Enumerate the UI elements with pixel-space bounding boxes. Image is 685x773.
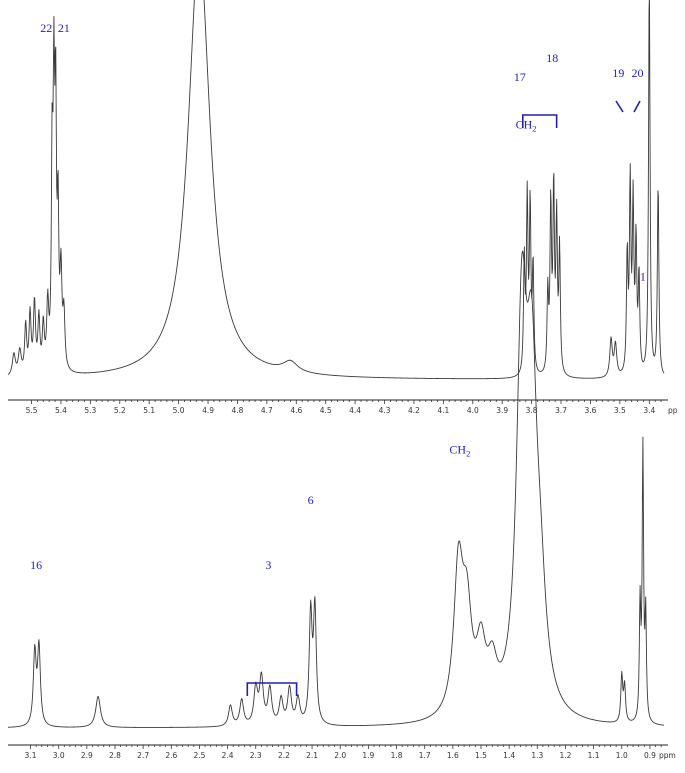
x-tick-label: 2.9	[81, 751, 93, 760]
x-tick-label: 5.5	[26, 406, 38, 415]
peak-annotation: 6	[308, 493, 314, 507]
x-tick-label: 1.4	[503, 751, 515, 760]
x-tick-label: 4.4	[349, 406, 361, 415]
multiplet-bracket	[246, 682, 298, 696]
x-tick-label: 4.0	[467, 406, 479, 415]
x-tick-label: 2.6	[165, 751, 177, 760]
x-tick-label: 4.2	[408, 406, 420, 415]
pointer-19	[615, 100, 624, 113]
x-tick-label: 5.2	[114, 406, 126, 415]
x-tick-label: 1.1	[588, 751, 600, 760]
peak-annotation: 19	[612, 66, 624, 80]
x-tick-label: 3.6	[584, 406, 596, 415]
x-tick-label: 5.3	[84, 406, 96, 415]
peak-annotation: CH2	[449, 443, 470, 459]
x-tick-label: 4.1	[437, 406, 449, 415]
x-tick-label: 3.0	[53, 751, 65, 760]
x-tick-label: 2.8	[109, 751, 121, 760]
pointer-20	[633, 100, 641, 113]
x-tick-label: 2.4	[222, 751, 234, 760]
x-tick-label: 2.7	[137, 751, 149, 760]
x-tick-label: 1.0	[616, 751, 628, 760]
x-tick-label: 5.1	[143, 406, 155, 415]
peak-annotation: 16	[30, 558, 42, 572]
x-unit-label: pp	[668, 406, 678, 415]
peak-annotation: 3	[265, 558, 271, 572]
x-tick-label: 1.3	[531, 751, 543, 760]
x-tick-label: 2.0	[334, 751, 346, 760]
peak-annotation: 17	[514, 70, 526, 84]
x-tick-label: 4.3	[379, 406, 391, 415]
peak-annotation: 1	[640, 269, 646, 283]
x-tick-label: 1.9	[362, 751, 374, 760]
x-tick-label: 3.8	[526, 406, 538, 415]
peak-annotation: CH2	[516, 118, 537, 134]
x-tick-label: 3.5	[614, 406, 626, 415]
x-tick-label: 3.9	[496, 406, 508, 415]
x-tick-label: 3.1	[25, 751, 37, 760]
x-tick-label: 5.4	[55, 406, 67, 415]
x-unit-label: ppm	[659, 751, 676, 760]
x-tick-label: 1.6	[447, 751, 459, 760]
multiplet-bracket	[521, 114, 558, 128]
x-tick-label: 1.2	[559, 751, 571, 760]
x-tick-label: 2.2	[278, 751, 290, 760]
x-tick-label: 2.3	[250, 751, 262, 760]
peak-annotation: 18	[546, 51, 558, 65]
x-tick-label: 3.7	[555, 406, 567, 415]
spectrum-trace-top	[7, 0, 665, 380]
x-tick-label: 2.5	[193, 751, 205, 760]
peak-annotation: 22	[40, 21, 52, 35]
x-tick-label: 4.7	[261, 406, 273, 415]
x-tick-label: 1.5	[475, 751, 487, 760]
x-tick-label: 4.9	[202, 406, 214, 415]
x-tick-label: 4.8	[231, 406, 243, 415]
x-tick-label: 2.1	[306, 751, 318, 760]
x-tick-label: 5.0	[173, 406, 185, 415]
bottom-spectrum-panel: 3.1 3.0 2.9 2.8 2.7 2.6 2.5 2.4 2.3 2.2 2.1 2.0 1.9 1…	[7, 118, 676, 760]
x-tick-label: 0.9	[644, 751, 656, 760]
x-tick-label: 1.8	[391, 751, 403, 760]
top-spectrum-panel: 5.5 5.4 5.3 5.2 5.1 5.0 4.9 4.8 4.7 4.6 4.5 4.4 4.3 4…	[7, 0, 678, 415]
spectrum-trace-bottom	[7, 250, 665, 728]
x-tick-label: 4.6	[290, 406, 302, 415]
x-tick-label: 3.4	[643, 406, 655, 415]
x-tick-label: 1.7	[419, 751, 431, 760]
peak-annotation: 21	[58, 21, 70, 35]
peak-annotation: 20	[632, 66, 644, 80]
x-tick-label: 4.5	[320, 406, 332, 415]
